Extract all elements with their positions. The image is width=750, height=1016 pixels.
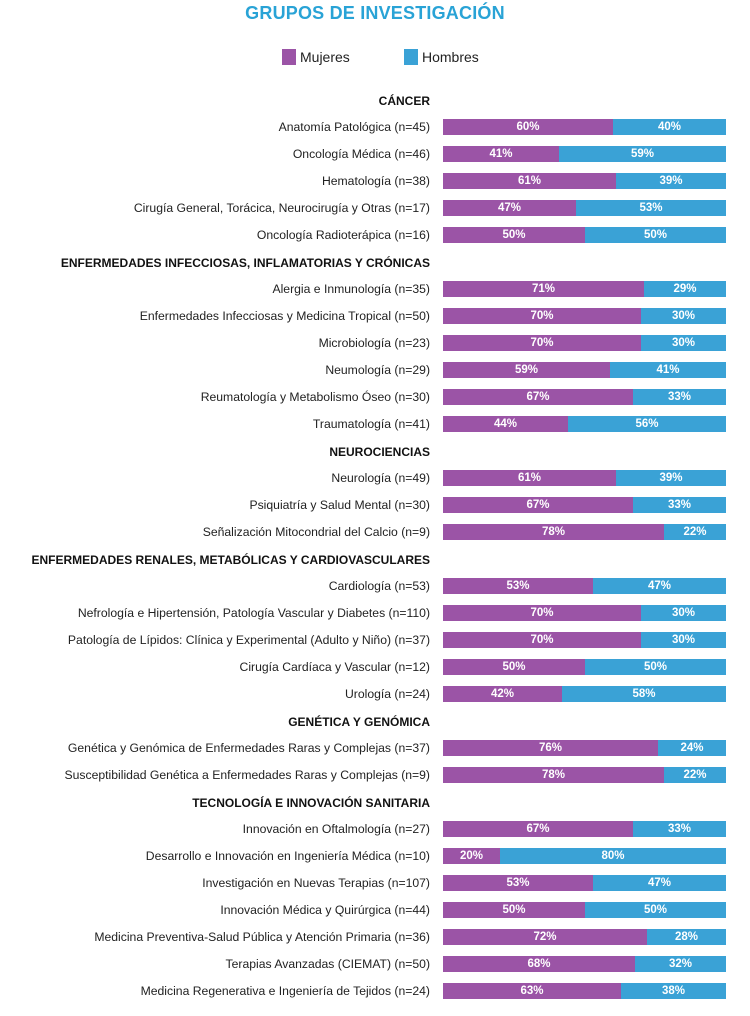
legend-item-hombres: Hombres: [404, 47, 479, 67]
bar-segment-hombres: 24%: [658, 740, 726, 756]
bar-segment-mujeres: 76%: [443, 740, 658, 756]
bar-segment-mujeres: 70%: [443, 335, 641, 351]
bar-segment-hombres: 30%: [641, 335, 726, 351]
bar-segment-hombres: 33%: [633, 821, 726, 837]
bar-segment-mujeres: 53%: [443, 578, 593, 594]
bar-segment-mujeres: 78%: [443, 767, 664, 783]
bar-label: Alergia e Inmunología (n=35): [272, 282, 430, 296]
bar-label: Cirugía Cardíaca y Vascular (n=12): [239, 660, 430, 674]
bar-segment-mujeres: 67%: [443, 389, 633, 405]
bar-segment-hombres: 80%: [500, 848, 726, 864]
legend-label-mujeres: Mujeres: [300, 49, 350, 65]
bar-segment-hombres: 50%: [585, 902, 726, 918]
bar-segment-hombres: 47%: [593, 875, 726, 891]
category-header: ENFERMEDADES INFECCIOSAS, INFLAMATORIAS …: [60, 256, 430, 270]
bar-segment-hombres: 53%: [576, 200, 726, 216]
bar-segment-mujeres: 41%: [443, 146, 559, 162]
bar-label: Señalización Mitocondrial del Calcio (n=…: [202, 525, 430, 539]
bar-label: Reumatología y Metabolismo Óseo (n=30): [200, 390, 430, 404]
bar-segment-hombres: 59%: [559, 146, 726, 162]
category-header: GENÉTICA Y GENÓMICA: [288, 715, 430, 729]
bar-segment-mujeres: 50%: [443, 902, 585, 918]
bar-segment-hombres: 33%: [633, 497, 726, 513]
bar-segment-mujeres: 53%: [443, 875, 593, 891]
bar-segment-mujeres: 50%: [443, 659, 585, 675]
bar-segment-mujeres: 42%: [443, 686, 562, 702]
bar-segment-hombres: 22%: [664, 767, 726, 783]
bar-segment-mujeres: 60%: [443, 119, 613, 135]
category-header: CÁNCER: [378, 94, 430, 108]
bar-segment-mujeres: 71%: [443, 281, 644, 297]
category-header: TECNOLOGÍA E INNOVACIÓN SANITARIA: [192, 796, 430, 810]
bar-label: Microbiología (n=23): [318, 336, 430, 350]
bar-segment-mujeres: 59%: [443, 362, 610, 378]
bar-label: Psiquiatría y Salud Mental (n=30): [249, 498, 430, 512]
chart-title: GRUPOS DE INVESTIGACIÓN: [245, 3, 505, 23]
bar-segment-hombres: 50%: [585, 227, 726, 243]
bar-segment-mujeres: 47%: [443, 200, 576, 216]
bar-segment-mujeres: 44%: [443, 416, 568, 432]
bar-segment-hombres: 28%: [647, 929, 726, 945]
bar-segment-hombres: 47%: [593, 578, 726, 594]
category-header: ENFERMEDADES RENALES, METABÓLICAS Y CARD…: [31, 553, 430, 567]
bar-segment-mujeres: 68%: [443, 956, 635, 972]
bar-segment-hombres: 30%: [641, 308, 726, 324]
bar-segment-hombres: 32%: [635, 956, 726, 972]
bar-label: Innovación en Oftalmología (n=27): [242, 822, 430, 836]
bar-label: Medicina Preventiva-Salud Pública y Aten…: [94, 930, 430, 944]
bar-segment-hombres: 40%: [613, 119, 726, 135]
bar-label: Anatomía Patológica (n=45): [278, 120, 430, 134]
bar-label: Innovación Médica y Quirúrgica (n=44): [220, 903, 430, 917]
bar-segment-hombres: 39%: [616, 173, 726, 189]
bar-label: Medicina Regenerativa e Ingeniería de Te…: [140, 984, 430, 998]
bar-segment-hombres: 56%: [568, 416, 726, 432]
bar-segment-mujeres: 70%: [443, 605, 641, 621]
legend-swatch-hombres: [404, 49, 418, 65]
category-header: NEUROCIENCIAS: [329, 445, 430, 459]
bar-segment-mujeres: 70%: [443, 632, 641, 648]
bar-segment-hombres: 30%: [641, 632, 726, 648]
bar-label: Urología (n=24): [344, 687, 430, 701]
bar-segment-mujeres: 50%: [443, 227, 585, 243]
bar-segment-mujeres: 67%: [443, 821, 633, 837]
bar-label: Traumatología (n=41): [312, 417, 430, 431]
bar-segment-mujeres: 63%: [443, 983, 621, 999]
bar-segment-mujeres: 61%: [443, 470, 616, 486]
bar-label: Patología de Lípidos: Clínica y Experime…: [67, 633, 430, 647]
bar-segment-hombres: 58%: [562, 686, 726, 702]
bar-segment-hombres: 30%: [641, 605, 726, 621]
bar-segment-hombres: 38%: [621, 983, 726, 999]
legend-swatch-mujeres: [282, 49, 296, 65]
legend-item-mujeres: Mujeres: [282, 47, 350, 67]
bar-label: Neumología (n=29): [325, 363, 430, 377]
bar-segment-mujeres: 20%: [443, 848, 500, 864]
bar-label: Cirugía General, Torácica, Neurocirugía …: [133, 201, 430, 215]
bar-label: Investigación en Nuevas Terapias (n=107): [202, 876, 430, 890]
bar-label: Neurología (n=49): [331, 471, 430, 485]
bar-label: Genética y Genómica de Enfermedades Rara…: [67, 741, 430, 755]
bar-segment-hombres: 39%: [616, 470, 726, 486]
bar-label: Cardiología (n=53): [328, 579, 430, 593]
bar-segment-hombres: 41%: [610, 362, 726, 378]
bar-label: Oncología Radioterápica (n=16): [256, 228, 430, 242]
bar-segment-mujeres: 78%: [443, 524, 664, 540]
bar-segment-mujeres: 70%: [443, 308, 641, 324]
bar-segment-hombres: 29%: [644, 281, 726, 297]
bar-segment-mujeres: 67%: [443, 497, 633, 513]
bar-segment-hombres: 33%: [633, 389, 726, 405]
legend-label-hombres: Hombres: [422, 49, 479, 65]
bar-segment-hombres: 22%: [664, 524, 726, 540]
bar-label: Nefrología e Hipertensión, Patología Vas…: [77, 606, 430, 620]
bar-label: Terapias Avanzadas (CIEMAT) (n=50): [225, 957, 430, 971]
bar-label: Hematología (n=38): [321, 174, 430, 188]
bar-label: Oncología Médica (n=46): [292, 147, 430, 161]
bar-segment-hombres: 50%: [585, 659, 726, 675]
bar-label: Enfermedades Infecciosas y Medicina Trop…: [139, 309, 430, 323]
bar-segment-mujeres: 72%: [443, 929, 647, 945]
bar-segment-mujeres: 61%: [443, 173, 616, 189]
bar-label: Susceptibilidad Genética a Enfermedades …: [64, 768, 430, 782]
bar-label: Desarrollo e Innovación en Ingeniería Mé…: [145, 849, 430, 863]
